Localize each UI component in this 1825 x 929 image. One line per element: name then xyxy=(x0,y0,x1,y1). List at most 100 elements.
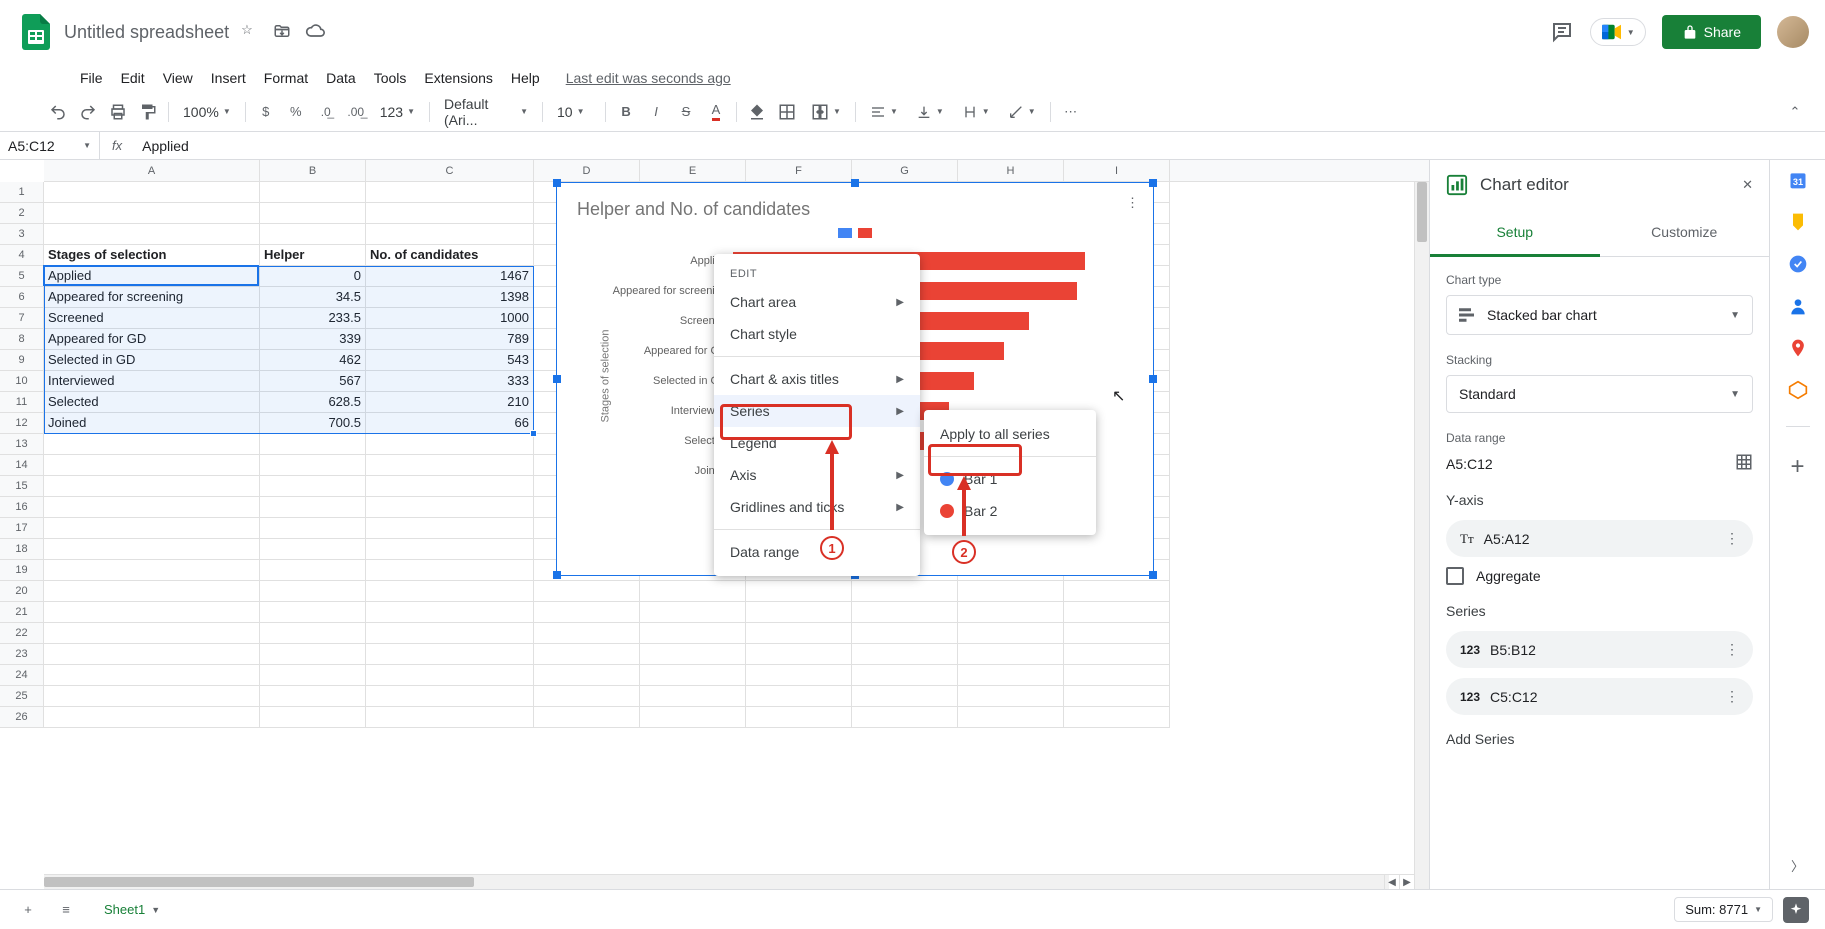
chart-title[interactable]: Helper and No. of candidates xyxy=(557,183,1153,224)
cell-B17[interactable] xyxy=(260,518,366,539)
cell-G26[interactable] xyxy=(852,707,958,728)
star-icon[interactable]: ☆ xyxy=(241,22,261,42)
ctx-item-legend[interactable]: Legend xyxy=(714,427,920,459)
row-header-4[interactable]: 4 xyxy=(0,245,43,266)
collapse-toolbar-button[interactable]: ⌃ xyxy=(1781,98,1809,126)
meet-button[interactable]: ▼ xyxy=(1590,18,1646,46)
v-align-button[interactable]: ▼ xyxy=(908,100,952,124)
stacking-select[interactable]: Standard ▼ xyxy=(1446,375,1753,413)
cell-F21[interactable] xyxy=(746,602,852,623)
cell-I23[interactable] xyxy=(1064,644,1170,665)
strike-button[interactable]: S xyxy=(672,98,700,126)
row-header-3[interactable]: 3 xyxy=(0,224,43,245)
cell-C8[interactable]: 789 xyxy=(366,329,534,350)
collapse-rail-button[interactable]: 〉 xyxy=(1791,856,1804,875)
cell-B7[interactable]: 233.5 xyxy=(260,308,366,329)
bold-button[interactable]: B xyxy=(612,98,640,126)
rotate-button[interactable]: ▼ xyxy=(1000,100,1044,124)
col-header-C[interactable]: C xyxy=(366,160,534,181)
merge-button[interactable]: ▼ xyxy=(803,99,849,125)
cell-G23[interactable] xyxy=(852,644,958,665)
row-header-13[interactable]: 13 xyxy=(0,434,43,455)
cell-B26[interactable] xyxy=(260,707,366,728)
cell-C21[interactable] xyxy=(366,602,534,623)
move-icon[interactable] xyxy=(273,22,293,42)
menu-tools[interactable]: Tools xyxy=(366,66,415,90)
cell-A6[interactable]: Appeared for screening xyxy=(44,287,260,308)
cell-H21[interactable] xyxy=(958,602,1064,623)
cell-A21[interactable] xyxy=(44,602,260,623)
more-icon[interactable]: ⋮ xyxy=(1725,688,1739,705)
cell-D20[interactable] xyxy=(534,581,640,602)
cell-C11[interactable]: 210 xyxy=(366,392,534,413)
cell-E26[interactable] xyxy=(640,707,746,728)
cell-C25[interactable] xyxy=(366,686,534,707)
cell-I22[interactable] xyxy=(1064,623,1170,644)
more-icon[interactable]: ⋮ xyxy=(1725,530,1739,547)
cell-C13[interactable] xyxy=(366,434,534,455)
cell-B23[interactable] xyxy=(260,644,366,665)
get-addons-button[interactable]: + xyxy=(1786,453,1810,477)
cell-C22[interactable] xyxy=(366,623,534,644)
col-header-B[interactable]: B xyxy=(260,160,366,181)
ctx-item-data-range[interactable]: Data range xyxy=(714,536,920,568)
cell-I21[interactable] xyxy=(1064,602,1170,623)
menu-view[interactable]: View xyxy=(155,66,201,90)
cell-D23[interactable] xyxy=(534,644,640,665)
cell-A10[interactable]: Interviewed xyxy=(44,371,260,392)
cell-C26[interactable] xyxy=(366,707,534,728)
row-header-5[interactable]: 5 xyxy=(0,266,43,287)
cell-A2[interactable] xyxy=(44,203,260,224)
submenu-bar-1[interactable]: Bar 1 xyxy=(924,463,1096,495)
ctx-item-chart-area[interactable]: Chart area▶ xyxy=(714,286,920,318)
menu-data[interactable]: Data xyxy=(318,66,364,90)
explore-button[interactable] xyxy=(1783,897,1809,923)
cell-C5[interactable]: 1467 xyxy=(366,266,534,287)
cell-C15[interactable] xyxy=(366,476,534,497)
cell-G21[interactable] xyxy=(852,602,958,623)
cell-F23[interactable] xyxy=(746,644,852,665)
cell-B25[interactable] xyxy=(260,686,366,707)
cell-C16[interactable] xyxy=(366,497,534,518)
cell-A13[interactable] xyxy=(44,434,260,455)
cell-B6[interactable]: 34.5 xyxy=(260,287,366,308)
cell-C19[interactable] xyxy=(366,560,534,581)
close-icon[interactable]: ✕ xyxy=(1742,177,1753,193)
cell-C2[interactable] xyxy=(366,203,534,224)
col-header-F[interactable]: F xyxy=(746,160,852,181)
cell-G24[interactable] xyxy=(852,665,958,686)
cell-B12[interactable]: 700.5 xyxy=(260,413,366,434)
cell-A12[interactable]: Joined xyxy=(44,413,260,434)
menu-edit[interactable]: Edit xyxy=(113,66,153,90)
cell-E22[interactable] xyxy=(640,623,746,644)
col-header-H[interactable]: H xyxy=(958,160,1064,181)
cell-B2[interactable] xyxy=(260,203,366,224)
col-header-A[interactable]: A xyxy=(44,160,260,181)
row-header-2[interactable]: 2 xyxy=(0,203,43,224)
tab-customize[interactable]: Customize xyxy=(1600,210,1770,256)
submenu-apply-all[interactable]: Apply to all series xyxy=(924,418,1096,450)
borders-button[interactable] xyxy=(773,98,801,126)
last-edit-link[interactable]: Last edit was seconds ago xyxy=(558,66,739,90)
tasks-icon[interactable] xyxy=(1788,254,1808,274)
cell-H23[interactable] xyxy=(958,644,1064,665)
cell-C12[interactable]: 66 xyxy=(366,413,534,434)
ctx-item-series[interactable]: Series▶ xyxy=(714,395,920,427)
keep-icon[interactable] xyxy=(1788,212,1808,232)
cell-E21[interactable] xyxy=(640,602,746,623)
col-header-D[interactable]: D xyxy=(534,160,640,181)
cell-F26[interactable] xyxy=(746,707,852,728)
row-header-20[interactable]: 20 xyxy=(0,581,43,602)
col-header-I[interactable]: I xyxy=(1064,160,1170,181)
cell-B13[interactable] xyxy=(260,434,366,455)
row-header-17[interactable]: 17 xyxy=(0,518,43,539)
cell-C17[interactable] xyxy=(366,518,534,539)
cell-B8[interactable]: 339 xyxy=(260,329,366,350)
sheets-logo[interactable] xyxy=(16,12,56,52)
submenu-bar-2[interactable]: Bar 2 xyxy=(924,495,1096,527)
cell-F22[interactable] xyxy=(746,623,852,644)
cell-E24[interactable] xyxy=(640,665,746,686)
currency-button[interactable]: $ xyxy=(252,98,280,126)
increase-decimal-button[interactable]: .00̲ xyxy=(342,98,370,126)
cell-A24[interactable] xyxy=(44,665,260,686)
